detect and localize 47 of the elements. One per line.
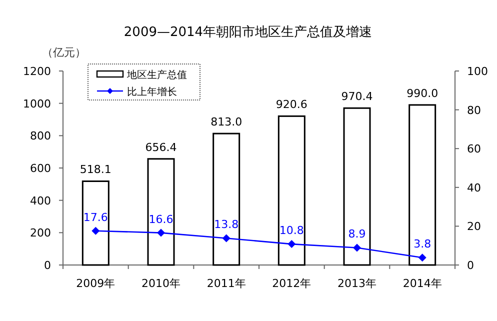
x-tick-label: 2011年	[206, 277, 246, 290]
bar	[82, 180, 110, 266]
point	[157, 228, 165, 237]
y2-tick-label: 40	[467, 181, 481, 194]
y-tick-label: 0	[44, 259, 51, 272]
y2-tick-label: 80	[467, 104, 481, 117]
data-label: 920.6	[276, 98, 308, 112]
y2-tick-label: 0	[467, 259, 474, 272]
x-tick-label: 2010年	[142, 277, 180, 290]
bar	[278, 115, 306, 266]
y2-tick-label: 100	[467, 65, 488, 78]
data-label: 656.4	[145, 140, 177, 154]
y2-tick-label: 60	[467, 142, 481, 156]
y-tick-label: 600	[30, 162, 51, 175]
bar	[343, 107, 371, 266]
x-tick-label: 2012年	[272, 277, 312, 290]
x-tick-label: 2009年	[76, 277, 116, 290]
point	[222, 234, 230, 242]
bar	[408, 104, 436, 266]
data-label: 10.8	[279, 224, 304, 238]
y-tick-label: 1000	[23, 97, 51, 110]
data-label: 518.1	[80, 163, 112, 176]
data-label: 16.6	[148, 212, 174, 226]
y2-tick-label: 20	[467, 220, 481, 234]
data-label: 13.8	[214, 218, 239, 232]
point	[418, 254, 426, 262]
y-tick-label: 800	[30, 130, 51, 143]
point	[288, 240, 296, 248]
y-tick-label: 200	[30, 226, 51, 240]
data-label: 17.6	[83, 210, 108, 224]
bar	[147, 158, 175, 266]
x-tick-label: 2013年	[338, 277, 376, 290]
point	[92, 226, 100, 235]
y-tick-label: 1200	[23, 65, 51, 78]
point	[353, 244, 361, 252]
chart-title: 2009—2014年朝阳市地区生产总值及增速	[124, 25, 372, 40]
y-tick-label: 400	[30, 194, 51, 208]
y-axis-title: （亿元）	[42, 46, 86, 59]
data-label: 970.4	[341, 90, 373, 104]
data-label: 813.0	[210, 116, 242, 129]
legend-label: 比上年增长	[127, 86, 177, 98]
data-label: 990.0	[406, 86, 438, 100]
data-label: 8.9	[348, 228, 366, 241]
legend-label: 地区生产总值	[126, 69, 187, 81]
data-label: 3.8	[414, 238, 432, 251]
x-tick-label: 2014年	[402, 277, 442, 290]
bar	[212, 132, 240, 266]
